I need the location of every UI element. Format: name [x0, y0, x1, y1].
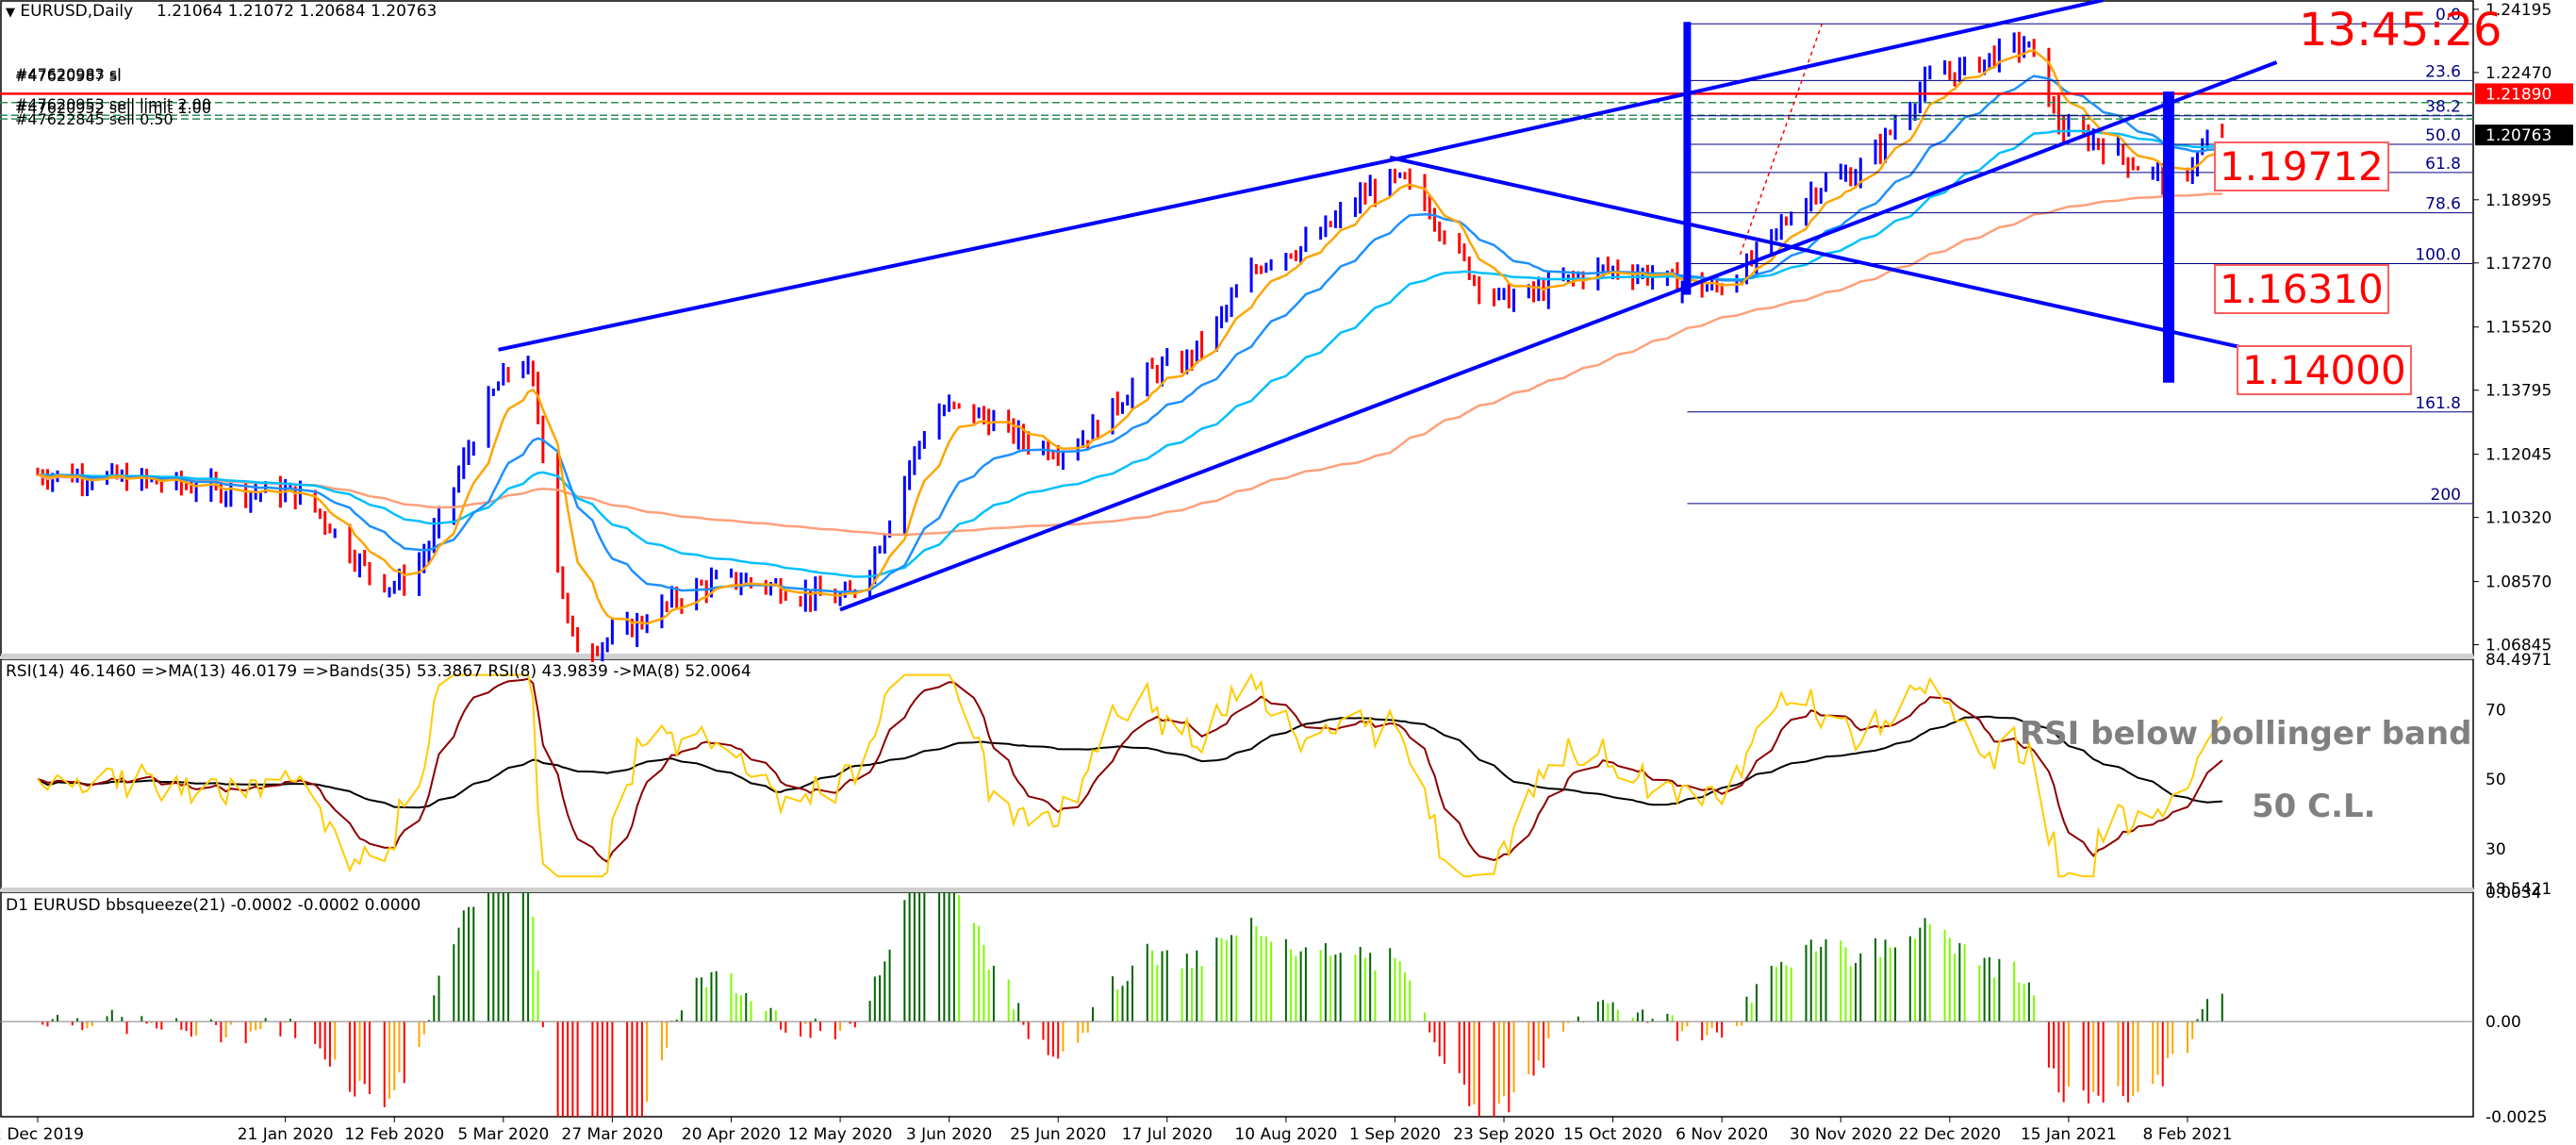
price-tick-label: 1.18995 — [2485, 191, 2551, 210]
date-label: 27 Mar 2020 — [562, 1125, 664, 1144]
ema-slow-line — [37, 129, 2222, 578]
fib-label: 38.2 — [2425, 98, 2461, 117]
rsi-tick-label: 50 — [2485, 771, 2506, 789]
price-tick-label: 1.24195 — [2485, 1, 2551, 20]
level-annotation-1[interactable]: 1.19712 — [2214, 141, 2389, 191]
ema-mid-line — [37, 75, 2222, 593]
price-tick-label: 1.17270 — [2485, 255, 2551, 274]
fib-label: 78.6 — [2425, 195, 2461, 214]
fib-diagonal — [1739, 23, 1823, 256]
price-tick-label: 1.22470 — [2485, 64, 2551, 83]
rsi-line — [37, 672, 2223, 878]
fib-label: 23.6 — [2425, 62, 2461, 81]
trendline — [1395, 0, 2105, 161]
sma-long-line — [37, 192, 2222, 537]
date-label: 22 Dec 2020 — [1899, 1125, 2002, 1144]
rsi-panel-frame — [0, 658, 2474, 889]
date-label: 12 Feb 2020 — [344, 1125, 444, 1144]
date-label: 6 Nov 2020 — [1676, 1125, 1768, 1144]
level-annotation-2[interactable]: 1.16310 — [2214, 264, 2389, 314]
symbol-header: ▼ EURUSD,Daily 1.21064 1.21072 1.20684 1… — [6, 2, 437, 21]
level-annotation-3[interactable]: 1.14000 — [2237, 345, 2412, 395]
chart-menu-icon[interactable]: ▼ — [6, 6, 15, 20]
rsi-tick-label: 70 — [2485, 701, 2506, 720]
price-tick-label: 1.13795 — [2485, 382, 2551, 401]
panel-separator — [1, 888, 2473, 892]
date-label: 20 Apr 2020 — [682, 1125, 781, 1144]
date-label: 15 Jan 2021 — [2021, 1125, 2117, 1144]
price-tick-label: 1.08570 — [2485, 573, 2551, 592]
date-label: 15 Oct 2020 — [1563, 1125, 1662, 1144]
rsi-note: RSI below bollinger band — [2020, 715, 2472, 753]
price-tick-label: 1.06845 — [2485, 637, 2551, 655]
fib-label: 161.8 — [2415, 394, 2461, 413]
squeeze-tick-label: 0.00 — [2485, 1013, 2521, 1032]
fib-label: 50.0 — [2425, 126, 2461, 145]
order-label-sell[interactable]: #47622845 sell 0.50 — [15, 110, 173, 128]
fib-label: 100.0 — [2415, 246, 2461, 265]
order-label-sl-1[interactable]: #47620983 sl — [15, 65, 122, 83]
rsi-ma-line — [37, 677, 2223, 864]
order-label-sl-2[interactable]: #47620987 sl — [15, 67, 122, 85]
date-label: 30 Nov 2020 — [1790, 1125, 1892, 1144]
main-panel-frame — [0, 0, 2474, 656]
order-price-label: 1.21890 — [2485, 85, 2551, 104]
panel-separator — [1, 654, 2473, 659]
symbol-title: EURUSD,Daily — [20, 2, 134, 21]
squeeze-tick-label: 0.0034 — [2485, 884, 2541, 903]
fib-label: 0.0 — [2436, 6, 2461, 25]
date-label: 17 Jul 2020 — [1122, 1125, 1213, 1144]
current-price-badge — [2475, 124, 2573, 146]
price-candles — [36, 31, 2224, 662]
date-label: 23 Sep 2020 — [1453, 1125, 1555, 1144]
fib-label: 61.8 — [2425, 155, 2461, 174]
rsi-tick-label: 30 — [2485, 840, 2506, 859]
rsi-cl-note: 50 C.L. — [2252, 788, 2376, 825]
trendline — [1389, 156, 2277, 357]
order-label-sell-limit-2[interactable]: #47620953 sell limit 2.00 — [15, 95, 211, 113]
current-price-label: 1.20763 — [2485, 126, 2551, 145]
date-label: 8 Feb 2021 — [2143, 1125, 2233, 1144]
rsi-tick-label: 84.4971 — [2485, 651, 2551, 670]
order-price-badge — [2475, 83, 2573, 105]
price-tick-label: 1.12045 — [2485, 446, 2551, 465]
fib-label: 200 — [2431, 486, 2461, 505]
date-label: 21 Jan 2020 — [238, 1125, 334, 1144]
price-tick-label: 1.15520 — [2485, 319, 2551, 338]
squeeze-histogram — [41, 892, 2223, 1117]
date-label: 25 Jun 2020 — [1010, 1125, 1106, 1144]
ema-fast-line — [37, 49, 2223, 625]
date-label: 5 Mar 2020 — [457, 1125, 549, 1144]
squeeze-tick-label: -0.0025 — [2485, 1108, 2548, 1127]
date-label: 1 Sep 2020 — [1349, 1125, 1441, 1144]
trendline — [839, 60, 2278, 612]
date-label: 3 Jun 2020 — [906, 1125, 992, 1144]
clock-annotation: 13:45:26 — [2299, 4, 2502, 57]
date-label: 2 Dec 2019 — [0, 1125, 84, 1144]
rsi-tick-label: 18.5421 — [2485, 880, 2551, 899]
date-label: 10 Aug 2020 — [1234, 1125, 1337, 1144]
price-tick-label: 1.10320 — [2485, 509, 2551, 528]
squeeze-panel-header: D1 EURUSD bbsqueeze(21) -0.0002 -0.0002 … — [6, 896, 421, 915]
order-label-sell-limit-1[interactable]: #47620952 sell limit 1.00 — [15, 99, 211, 117]
date-label: 12 May 2020 — [788, 1125, 893, 1144]
bands-line — [37, 715, 2222, 809]
rsi-panel-header: RSI(14) 46.1460 =>MA(13) 46.0179 =>Bands… — [6, 662, 751, 681]
ohlc-values: 1.21064 1.21072 1.20684 1.20763 — [156, 2, 438, 21]
trendline — [498, 157, 1395, 352]
